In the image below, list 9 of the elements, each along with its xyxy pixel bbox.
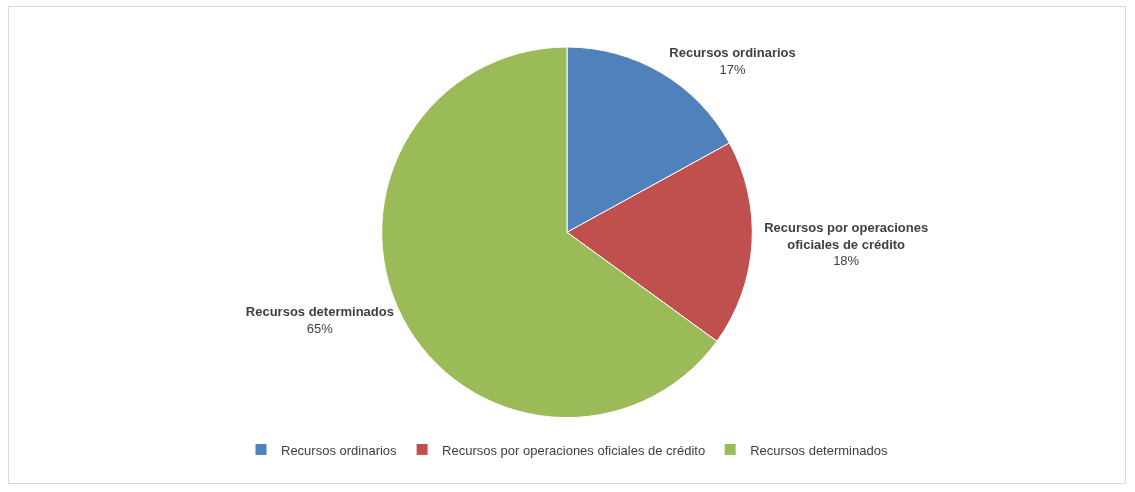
data-label: 17% [719, 61, 746, 77]
data-label: 65% [306, 320, 334, 336]
legend-label: Recursos por operaciones oficiales de crédito [442, 442, 706, 458]
slice-label: Recursos por operaciones oficiales de crédito [764, 219, 929, 252]
legend-label: Recursos determinados [750, 442, 888, 458]
data-label: 18% [833, 253, 860, 269]
legend-label: Recursos ordinarios [281, 442, 398, 458]
slice-label: Recursos determinados [245, 303, 394, 319]
slice-label: Recursos ordinarios [669, 45, 796, 61]
